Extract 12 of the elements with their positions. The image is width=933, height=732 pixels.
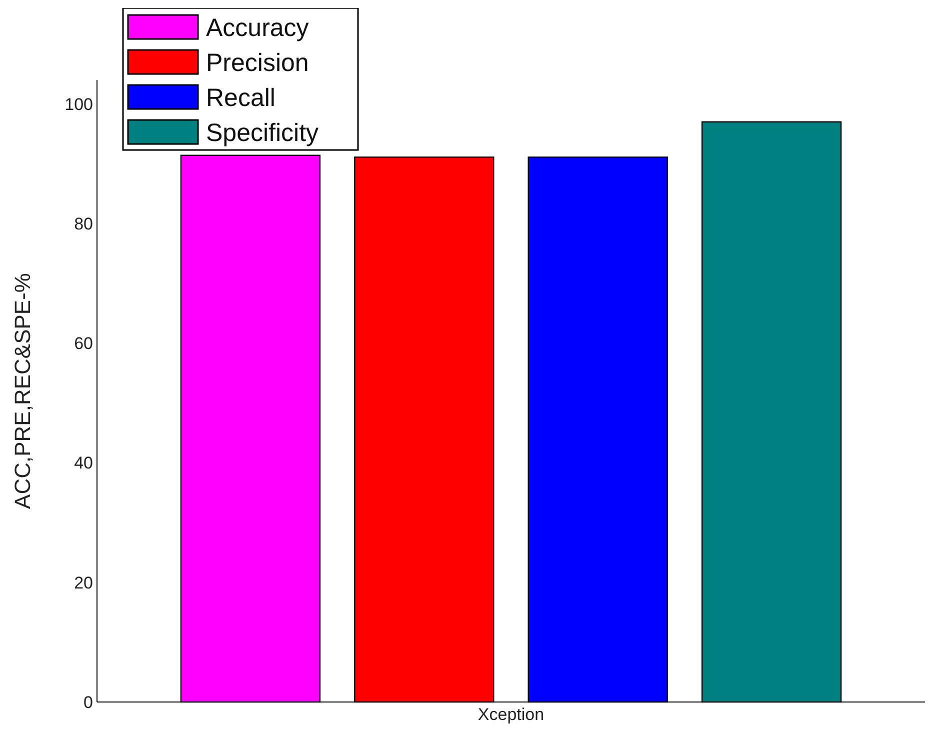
y-tick-label: 40 xyxy=(74,454,93,473)
y-tick-label: 80 xyxy=(74,214,93,234)
legend-label: Accuracy xyxy=(206,14,310,42)
y-axis-title: ACC,PRE,REC&SPE-% xyxy=(10,273,35,509)
legend-label: Precision xyxy=(206,48,309,77)
x-tick-label: Xception xyxy=(478,705,544,724)
y-tick-label: 20 xyxy=(74,573,93,592)
legend-label: Specificity xyxy=(206,118,320,147)
y-tick-label: 0 xyxy=(84,692,93,712)
y-tick-label: 100 xyxy=(64,94,93,114)
y-tick-label: 60 xyxy=(74,334,93,354)
legend-label: Recall xyxy=(206,84,276,112)
